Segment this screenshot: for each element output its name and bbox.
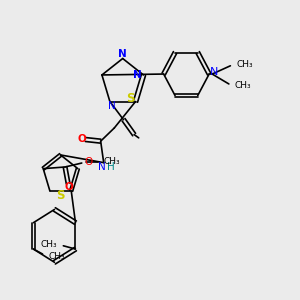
Text: N: N bbox=[133, 70, 142, 80]
Text: N: N bbox=[209, 68, 218, 77]
Text: S: S bbox=[56, 189, 65, 202]
Text: N: N bbox=[98, 162, 106, 172]
Text: O: O bbox=[77, 134, 86, 143]
Text: N: N bbox=[107, 101, 115, 112]
Text: O: O bbox=[64, 182, 74, 193]
Text: CH₃: CH₃ bbox=[41, 240, 57, 249]
Text: CH₃: CH₃ bbox=[236, 60, 253, 69]
Text: CH₃: CH₃ bbox=[235, 81, 251, 90]
Text: CH₃: CH₃ bbox=[49, 252, 65, 261]
Text: N: N bbox=[118, 49, 127, 59]
Text: H: H bbox=[107, 162, 115, 172]
Text: CH₃: CH₃ bbox=[104, 157, 121, 166]
Text: O: O bbox=[84, 157, 92, 167]
Text: S: S bbox=[126, 92, 134, 105]
